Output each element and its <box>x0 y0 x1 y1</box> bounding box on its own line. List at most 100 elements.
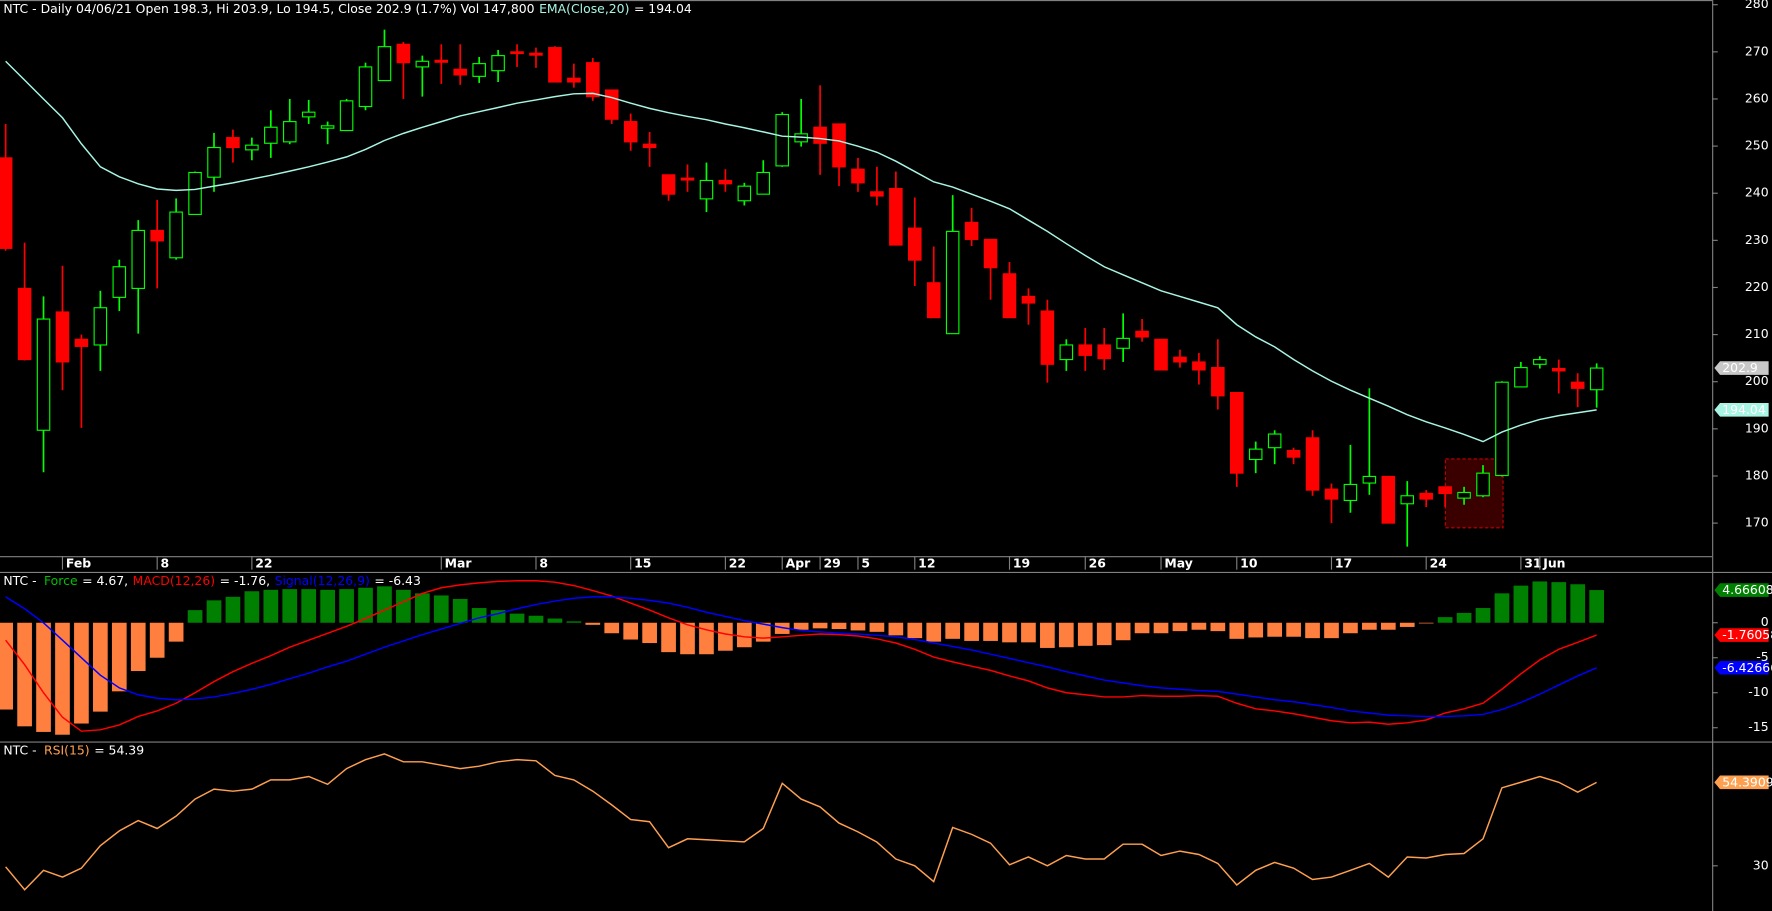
candle-body <box>491 55 505 72</box>
y-tick-label: 190 <box>1745 420 1769 435</box>
highlight-box <box>1444 458 1504 529</box>
force-bar <box>1191 622 1207 630</box>
force-bar <box>642 622 657 644</box>
x-tick-label: 15 <box>634 556 651 571</box>
force-bar <box>661 622 676 653</box>
force-bar <box>1456 612 1472 623</box>
force-bar <box>1153 622 1169 634</box>
candle-body <box>36 318 51 431</box>
force-bar <box>1324 622 1339 639</box>
candle-body <box>1343 483 1358 502</box>
y-tick-label: -5 <box>1756 649 1768 664</box>
candle-body <box>282 121 297 143</box>
value-tag <box>1714 660 1769 675</box>
y-tick-label: 250 <box>1745 138 1769 153</box>
candle-body <box>775 113 789 167</box>
x-tick-label: 19 <box>1013 556 1030 571</box>
candle-body <box>358 66 373 108</box>
y-tick-label: 240 <box>1745 185 1769 200</box>
ema-readout: = 194.04 <box>634 1 692 16</box>
value-tag-label: -6.42666 <box>1722 660 1772 675</box>
rsi-title: NTC - RSI(15) = 54.39 <box>3 742 144 757</box>
force-bar <box>1343 622 1358 634</box>
x-tick-label: Feb <box>66 556 91 571</box>
force-bar <box>566 621 582 623</box>
force-bar <box>945 622 961 639</box>
candle-body <box>623 121 638 143</box>
y-tick-label: 30 <box>1753 857 1769 872</box>
candle-body <box>1400 495 1415 505</box>
force-bar <box>1134 622 1150 634</box>
force-bar <box>1532 581 1548 623</box>
force-bar <box>812 622 828 629</box>
x-tick-label: 26 <box>1089 556 1106 571</box>
candle-body <box>661 174 676 195</box>
force-bar <box>1305 622 1320 639</box>
force-bar <box>358 587 373 623</box>
force-bar <box>225 596 241 623</box>
force-bar <box>736 622 752 648</box>
candle-body <box>1514 367 1528 388</box>
value-tag <box>1714 403 1769 417</box>
value-tag-label: -1.76058 <box>1722 627 1772 642</box>
force-bar <box>339 589 354 623</box>
candle-body <box>1419 492 1433 500</box>
force-bar <box>396 589 411 623</box>
force-bar <box>1040 622 1055 648</box>
candle-body <box>737 185 752 202</box>
candle-body <box>1230 391 1244 474</box>
candle-body <box>472 63 486 77</box>
force-bar <box>623 622 639 640</box>
force-bar <box>55 622 70 735</box>
candle-body <box>434 59 449 63</box>
candle-body <box>188 171 202 215</box>
candle-body <box>604 89 619 120</box>
force-bar <box>301 589 317 623</box>
candle-body <box>131 229 146 289</box>
value-tag <box>1714 361 1769 375</box>
candle-body <box>1267 433 1282 449</box>
y-tick-label: -10 <box>1748 684 1768 699</box>
macd-title: NTC - Force = 4.67, MACD(12,26) = -1.76, Sig… <box>3 572 420 587</box>
force-bar <box>1286 622 1301 637</box>
force-bar <box>320 589 335 623</box>
candle-body <box>1173 356 1187 363</box>
force-bar <box>1229 622 1245 639</box>
candle-body <box>1154 338 1168 371</box>
force-bar <box>0 622 13 710</box>
candle-body <box>1438 486 1452 494</box>
force-bar <box>452 598 468 623</box>
force-bar <box>1021 622 1036 643</box>
candle-body <box>1570 381 1585 389</box>
force-bar <box>1172 622 1188 632</box>
y-tick-label: 280 <box>1745 0 1769 11</box>
candle-body <box>339 100 354 132</box>
candle-body <box>0 157 13 249</box>
force-bar <box>1248 622 1264 638</box>
y-tick-label: 220 <box>1745 279 1769 294</box>
force-bar <box>433 595 449 623</box>
candle-body <box>1135 330 1149 338</box>
x-tick-label: 10 <box>1240 556 1258 571</box>
force-bar <box>1570 584 1586 623</box>
candle-body <box>226 137 240 149</box>
force-bar <box>699 622 714 655</box>
candle-body <box>17 287 32 361</box>
candle-body <box>1021 295 1036 304</box>
candle-body <box>1040 310 1055 365</box>
candle-body <box>586 62 600 98</box>
candle-body <box>567 77 581 83</box>
force-bar <box>926 622 942 642</box>
force-bar <box>1267 622 1283 637</box>
candle-body <box>548 47 562 83</box>
macd-readout: = -1.76, <box>220 572 270 587</box>
force-bar <box>17 622 32 727</box>
y-tick-label: 210 <box>1745 326 1769 341</box>
force-bar <box>850 622 866 631</box>
force-bar <box>1096 622 1112 646</box>
prefix: NTC - <box>3 742 40 757</box>
x-tick-label: May <box>1164 556 1192 571</box>
